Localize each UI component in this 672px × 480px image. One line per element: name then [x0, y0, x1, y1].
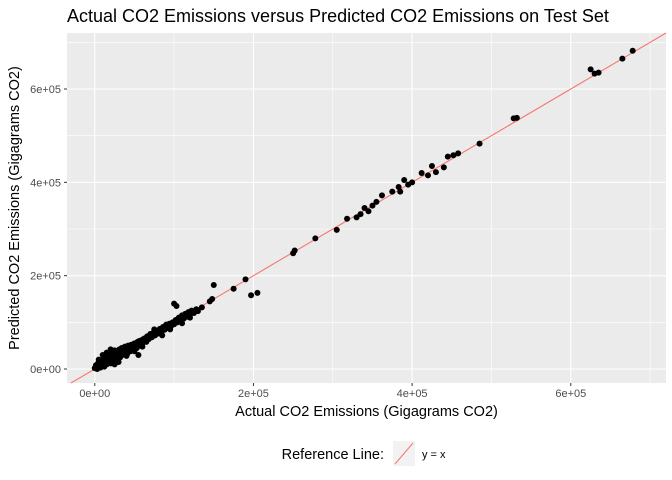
- data-point: [365, 208, 372, 215]
- data-point: [409, 179, 416, 186]
- legend-key-line: [394, 442, 414, 465]
- x-tick-label: 0e+00: [79, 388, 110, 400]
- chart-title: Actual CO2 Emissions versus Predicted CO…: [67, 6, 609, 26]
- data-point: [395, 184, 402, 190]
- data-point: [344, 215, 351, 222]
- data-point: [361, 205, 368, 211]
- data-point: [123, 352, 130, 359]
- data-point: [357, 211, 364, 218]
- data-point: [115, 359, 122, 365]
- legend: Reference Line: y = x: [282, 441, 446, 466]
- data-point: [432, 169, 439, 176]
- data-point: [209, 296, 216, 302]
- data-point: [186, 314, 193, 321]
- data-point: [397, 188, 404, 195]
- x-axis: 0e+00 2e+05 4e+05 6e+05: [79, 383, 586, 400]
- data-point: [373, 198, 380, 205]
- data-point: [139, 343, 146, 350]
- data-point: [242, 276, 249, 283]
- data-point: [378, 192, 385, 199]
- data-point: [107, 346, 114, 353]
- data-point: [629, 47, 636, 54]
- data-point: [455, 150, 462, 157]
- data-point: [210, 282, 217, 288]
- y-axis-label: Predicted CO2 Emissions (Gigagrams CO2): [7, 66, 23, 350]
- data-point: [151, 326, 158, 333]
- data-point: [418, 170, 425, 176]
- data-point: [440, 164, 447, 171]
- data-point: [143, 338, 150, 345]
- data-point: [444, 153, 451, 160]
- x-tick-label: 4e+05: [397, 388, 428, 400]
- data-point: [131, 348, 138, 355]
- data-point: [450, 152, 457, 159]
- major-gridlines: [67, 33, 666, 383]
- data-point: [389, 188, 396, 195]
- data-point: [619, 55, 626, 62]
- data-point: [194, 308, 201, 315]
- data-point: [159, 332, 166, 339]
- data-point: [135, 352, 142, 358]
- data-point: [95, 356, 102, 363]
- data-point: [401, 177, 408, 183]
- minor-gridlines: [67, 33, 666, 383]
- data-point: [587, 66, 594, 73]
- data-point: [369, 202, 376, 209]
- y-tick-label: 6e+05: [30, 84, 61, 96]
- x-tick-label: 2e+05: [238, 388, 269, 400]
- y-axis: 0e+00 2e+05 4e+05 6e+05: [30, 84, 67, 376]
- y-tick-label: 2e+05: [30, 271, 61, 283]
- data-point: [254, 289, 261, 296]
- legend-entry-label: y = x: [422, 449, 446, 461]
- data-point: [167, 326, 174, 333]
- data-point: [424, 172, 431, 179]
- data-point: [198, 304, 205, 311]
- data-points: [91, 47, 636, 372]
- data-point: [173, 303, 180, 309]
- data-point: [513, 114, 520, 121]
- data-point: [291, 247, 298, 254]
- data-point: [595, 69, 602, 76]
- data-point: [248, 292, 255, 299]
- data-point: [333, 226, 340, 233]
- data-point: [179, 320, 186, 327]
- x-axis-label: Actual CO2 Emissions (Gigagrams CO2): [235, 404, 498, 420]
- data-point: [312, 235, 319, 242]
- y-tick-label: 4e+05: [30, 177, 61, 189]
- data-point: [103, 349, 110, 356]
- data-point: [353, 214, 360, 221]
- data-point: [428, 163, 435, 169]
- x-tick-label: 6e+05: [555, 388, 586, 400]
- data-point: [476, 140, 483, 147]
- legend-title: Reference Line:: [282, 447, 384, 463]
- y-tick-label: 0e+00: [30, 364, 61, 376]
- data-point: [230, 285, 237, 292]
